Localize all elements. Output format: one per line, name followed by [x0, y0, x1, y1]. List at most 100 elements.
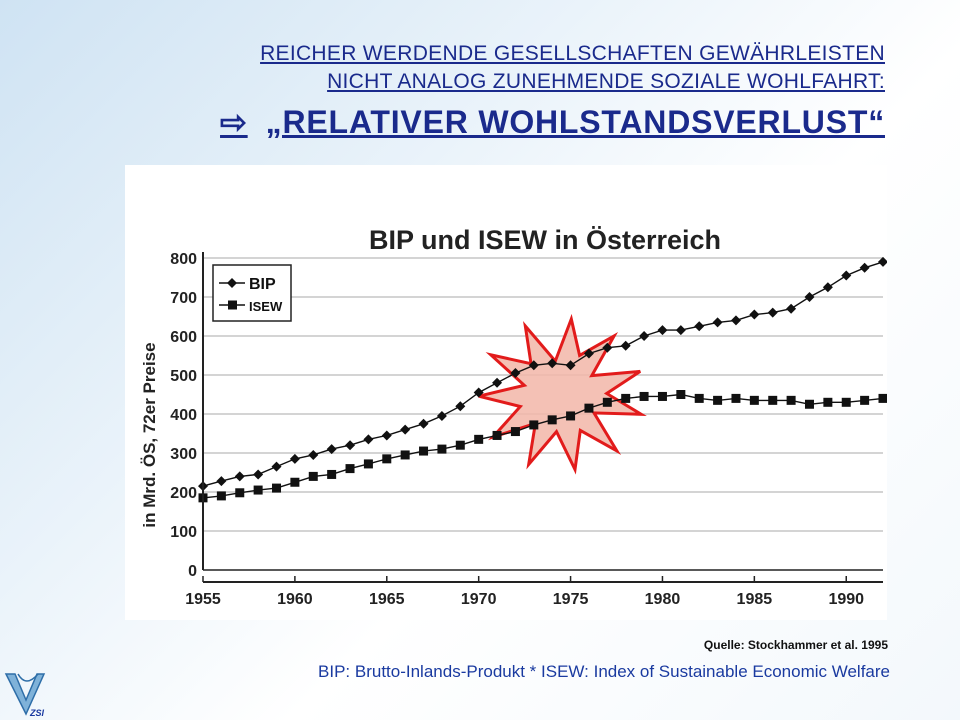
bip-isew-chart: BIP und ISEW in Österreich in Mrd. ÖS, 7… [140, 225, 887, 608]
footer-note: BIP: Brutto-Inlands-Produkt * ISEW: Inde… [318, 662, 890, 681]
bip-point-1983 [712, 317, 723, 328]
isew-point-1960 [290, 477, 300, 487]
chart-title: BIP und ISEW in Österreich [369, 225, 721, 255]
bip-point-1957 [234, 471, 245, 482]
bip-point-1981 [675, 325, 686, 336]
isew-point-1989 [823, 397, 833, 407]
bip-point-1970 [473, 387, 484, 398]
bip-point-1975 [565, 360, 576, 371]
x-tick-label-1965: 1965 [369, 591, 405, 608]
isew-point-1980 [657, 391, 667, 401]
legend-marker-isew [228, 300, 237, 310]
y-tick-label-200: 200 [170, 485, 197, 502]
bip-point-1967 [418, 418, 429, 429]
x-tick-label-1980: 1980 [645, 591, 681, 608]
bip-point-1978 [620, 340, 631, 351]
x-tick-label-1955: 1955 [185, 591, 221, 608]
axis-layer: 0 100 200 300 400 500 600 700 800 1955 1960 1965 197… [170, 251, 883, 608]
isew-point-1961 [308, 471, 318, 481]
bip-point-1979 [639, 331, 650, 341]
legend-layer: BIP ISEW [212, 264, 292, 322]
bip-point-1986 [767, 307, 778, 318]
isew-point-1976 [584, 403, 594, 413]
bip-point-1974 [547, 358, 558, 369]
bip-point-1988 [804, 292, 815, 302]
bip-point-1966 [400, 424, 411, 435]
logo-text: ZSI [29, 708, 45, 718]
y-tick-label-100: 100 [170, 524, 197, 541]
x-tick-label-1975: 1975 [553, 591, 589, 608]
bip-point-1982 [694, 321, 705, 332]
isew-point-1975 [566, 411, 576, 421]
isew-point-1968 [437, 444, 447, 454]
isew-point-1986 [768, 395, 778, 405]
isew-point-1956 [216, 491, 226, 501]
legend-marker-bip [227, 278, 237, 288]
isew-point-1978 [621, 393, 631, 403]
isew-point-1967 [419, 446, 429, 456]
y-tick-label-400: 400 [170, 407, 197, 424]
y-tick-label-700: 700 [170, 290, 197, 307]
bip-point-1976 [583, 348, 594, 359]
bip-point-1959 [271, 461, 282, 472]
bip-point-1960 [289, 453, 300, 464]
bip-point-1965 [381, 430, 392, 441]
bip-point-1990 [841, 270, 852, 281]
isew-point-1979 [639, 391, 649, 401]
bip-point-1980 [657, 325, 668, 336]
bip-point-1962 [326, 444, 337, 455]
bip-point-1963 [345, 440, 356, 451]
isew-point-1963 [345, 464, 355, 474]
isew-point-1962 [327, 469, 337, 479]
bip-point-1973 [528, 360, 539, 371]
bip-point-1987 [786, 303, 797, 314]
y-tick-label-800: 800 [170, 251, 197, 268]
bip-point-1989 [822, 282, 833, 293]
isew-point-1974 [547, 415, 557, 425]
isew-point-1970 [474, 434, 484, 444]
chart-y-axis-label: in Mrd. ÖS, 72er Preise [140, 342, 159, 527]
bip-point-1964 [363, 434, 374, 445]
title-line-2: NICHT ANALOG ZUNEHMENDE SOZIALE WOHLFAHR… [327, 70, 885, 93]
right-arrow-icon: ⇨ [220, 104, 248, 140]
isew-point-1969 [455, 440, 465, 450]
annotation-layer [478, 313, 647, 475]
isew-point-1977 [602, 397, 612, 407]
bip-point-1956 [216, 476, 227, 487]
isew-point-1988 [804, 399, 814, 409]
bip-point-1958 [253, 469, 264, 480]
bip-point-1991 [859, 262, 870, 273]
zsi-logo-icon: ZSI [4, 673, 46, 718]
legend-box [212, 264, 292, 322]
bip-point-1984 [730, 315, 741, 326]
zsi-logo: ZSI [4, 668, 52, 718]
isew-point-1958 [253, 485, 263, 495]
source-note: Quelle: Stockhammer et al. 1995 [703, 638, 888, 652]
isew-point-1990 [841, 397, 851, 407]
isew-point-1957 [235, 488, 245, 498]
x-tick-label-1985: 1985 [737, 591, 773, 608]
isew-point-1973 [529, 420, 539, 430]
y-tick-label-500: 500 [170, 368, 197, 385]
bip-point-1985 [749, 309, 760, 320]
isew-point-1964 [363, 459, 373, 469]
y-tick-label-300: 300 [170, 446, 197, 463]
x-tick-label-1990: 1990 [828, 591, 864, 608]
isew-point-1991 [860, 395, 870, 405]
y-tick-label-0: 0 [188, 563, 197, 580]
isew-point-1972 [510, 427, 520, 437]
starburst-highlight [478, 313, 647, 475]
bip-point-1977 [602, 342, 613, 353]
isew-point-1987 [786, 395, 796, 405]
series-layer [198, 256, 887, 503]
bip-point-1971 [492, 377, 503, 388]
x-tick-label-1970: 1970 [461, 591, 497, 608]
legend-label-bip: BIP [249, 276, 276, 293]
bip-point-1969 [455, 401, 466, 412]
headline: ⇨ „RELATIVER WOHLSTANDSVERLUST“ [30, 102, 885, 142]
isew-point-1959 [272, 483, 282, 493]
y-tick-label-600: 600 [170, 329, 197, 346]
x-tick-label-1960: 1960 [277, 591, 313, 608]
chart-panel: BIP und ISEW in Österreich in Mrd. ÖS, 7… [125, 165, 887, 620]
isew-point-1971 [492, 430, 502, 440]
